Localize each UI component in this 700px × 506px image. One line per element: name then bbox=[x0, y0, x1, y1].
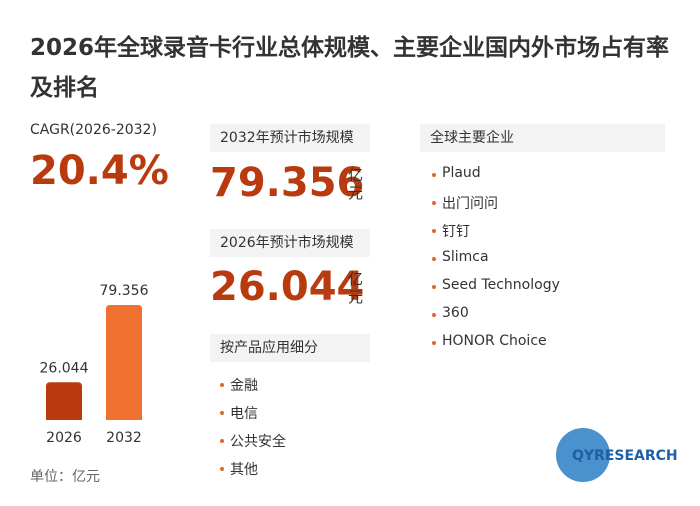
market-2032-value: 79.356 bbox=[210, 160, 365, 206]
market-2026-unit: 亿元 bbox=[348, 270, 364, 306]
bullet bbox=[432, 341, 436, 345]
x-tick-label: 2026 bbox=[46, 430, 82, 446]
list-item: 金融 bbox=[230, 378, 258, 394]
unit-note: 单位：亿元 bbox=[30, 469, 100, 485]
list-item: 公共安全 bbox=[230, 434, 286, 450]
cagr-value: 20.4% bbox=[30, 148, 169, 194]
logo-globe bbox=[556, 428, 610, 482]
list-item: 电信 bbox=[230, 406, 258, 422]
companies-title: 全球主要企业 bbox=[420, 124, 665, 152]
bullet bbox=[220, 439, 224, 443]
list-item: 出门问问 bbox=[442, 196, 498, 212]
list-item: Seed Technology bbox=[442, 277, 560, 293]
title: 2026年全球录音卡行业总体规模、主要企业国内外市场占有率及排名 bbox=[30, 35, 670, 101]
value-label: 79.356 bbox=[100, 283, 149, 299]
list-item: Slimca bbox=[442, 249, 489, 265]
bullet bbox=[432, 173, 436, 177]
list-item: HONOR Choice bbox=[442, 333, 547, 349]
cagr-label: CAGR(2026-2032) bbox=[30, 122, 157, 138]
bullet bbox=[432, 201, 436, 205]
bullet bbox=[432, 313, 436, 317]
market-2026-value: 26.044 bbox=[210, 264, 365, 310]
bullet bbox=[432, 285, 436, 289]
market-2032-label: 2032年预计市场规模 bbox=[210, 124, 370, 152]
bar bbox=[106, 305, 142, 420]
bar bbox=[46, 382, 82, 420]
bullet bbox=[432, 229, 436, 233]
list-item: 钉钉 bbox=[442, 224, 470, 240]
x-tick-label: 2032 bbox=[106, 430, 142, 446]
bullet bbox=[220, 411, 224, 415]
bullet bbox=[220, 467, 224, 471]
list-item: 360 bbox=[442, 305, 469, 321]
logo: QYRESEARCH bbox=[572, 448, 678, 464]
bullet bbox=[220, 383, 224, 387]
list-item: Plaud bbox=[442, 165, 481, 181]
market-2032-unit: 亿元 bbox=[348, 166, 364, 202]
market-2026-label: 2026年预计市场规模 bbox=[210, 229, 370, 257]
value-label: 26.044 bbox=[40, 360, 89, 376]
bullet bbox=[432, 257, 436, 261]
segments-title: 按产品应用细分 bbox=[210, 334, 370, 362]
list-item: 其他 bbox=[230, 462, 258, 478]
